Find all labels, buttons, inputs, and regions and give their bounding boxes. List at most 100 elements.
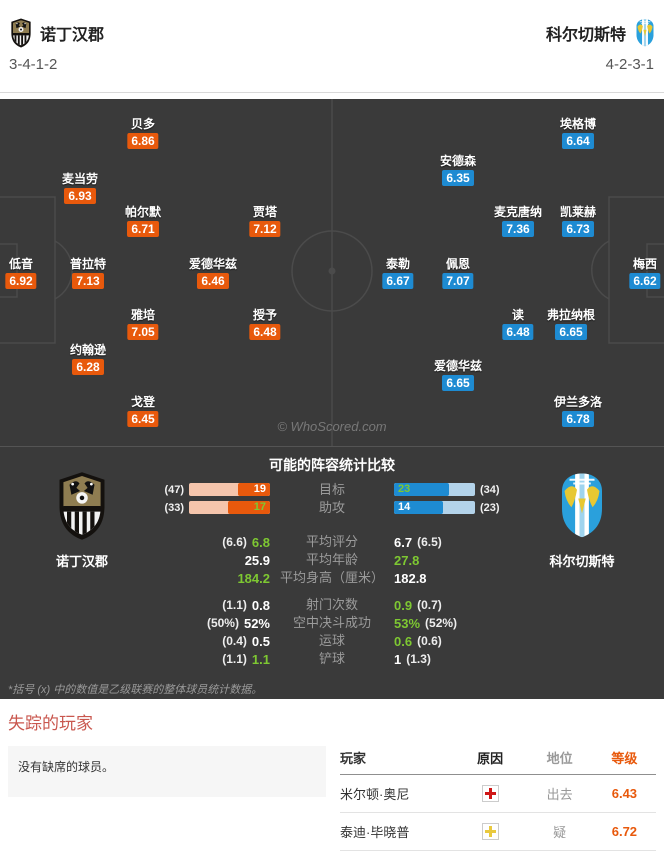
away-league-value: (23) (480, 501, 500, 514)
away-stat-cell: 0.6 (0.6) (394, 634, 664, 649)
home-stat-bar: 17 (189, 501, 270, 514)
player[interactable]: 约翰逊 6.28 (70, 343, 106, 376)
player-name: 爱德华兹 (188, 257, 238, 271)
home-league-value: (50%) (206, 616, 239, 630)
player[interactable]: 雅培 7.05 (127, 308, 159, 341)
stat-text-row: (50%) 52% 空中决斗成功 53% (52%) (0, 614, 664, 632)
home-stat-cell: (50%) 52% (0, 616, 270, 631)
player[interactable]: 爱德华兹 6.46 (189, 257, 237, 290)
player[interactable]: 佩恩 7.07 (442, 257, 474, 290)
stats-footnote: *括号 (x) 中的数值是乙级联赛的整体球员统计数据。 (8, 684, 263, 696)
player[interactable]: 弗拉纳根 6.65 (547, 308, 595, 341)
col-reason: 原因 (453, 746, 527, 775)
player-name: 帕尔默 (124, 205, 162, 219)
away-league-value: (6.5) (417, 535, 442, 549)
stats-home-team[interactable]: 诺丁汉郡 (22, 471, 142, 570)
player-name: 泰勒 (385, 257, 411, 271)
player-rating-badge: 6.48 (249, 324, 281, 340)
home-stat-value: 184.2 (237, 570, 270, 586)
home-league-value: (47) (164, 483, 184, 496)
player-name: 弗拉纳根 (546, 308, 596, 322)
away-stat-bar: 14 (394, 501, 475, 514)
player-rating-badge: 6.48 (502, 324, 534, 340)
away-stat-value: 6.7 (394, 534, 413, 550)
player-name: 低音 (8, 257, 34, 271)
player-name: 凯莱赫 (559, 205, 597, 219)
red-cross-icon (481, 785, 499, 803)
player-rating-badge: 6.71 (127, 221, 159, 237)
player[interactable]: 授予 6.48 (249, 308, 281, 341)
home-formation: 3-4-1-2 (9, 56, 58, 73)
away-stat-cell: 23 (34) (394, 483, 664, 496)
home-stat-value: 19 (253, 483, 266, 495)
player-name: 埃格博 (559, 117, 597, 131)
match-header: 诺丁汉郡 3-4-1-2 科尔切斯特 4-2-3-1 (0, 0, 664, 93)
home-team-header[interactable]: 诺丁汉郡 (10, 18, 104, 48)
player[interactable]: 贝多 6.86 (127, 117, 159, 150)
player-rating-badge: 7.13 (72, 273, 104, 289)
away-team-badge-icon (634, 18, 656, 48)
player[interactable]: 麦当劳 6.93 (62, 172, 98, 205)
missing-player-status: 出去 (526, 774, 593, 813)
player[interactable]: 安德森 6.35 (440, 154, 476, 187)
player[interactable]: 帕尔默 6.71 (125, 205, 161, 238)
player-name: 佩恩 (445, 257, 471, 271)
home-team-name[interactable]: 诺丁汉郡 (40, 27, 105, 44)
col-player: 玩家 (340, 746, 454, 775)
away-stat-value: 14 (398, 501, 411, 513)
missing-table-header-row: 玩家 原因 地位 等级 (340, 746, 656, 775)
away-stat-value: 182.8 (394, 570, 427, 586)
away-league-value: (34) (480, 483, 500, 496)
player[interactable]: 梅西 6.62 (629, 257, 661, 290)
player-name: 安德森 (439, 154, 477, 168)
stat-label: 空中决斗成功 (292, 615, 371, 630)
player-name: 爱德华兹 (433, 359, 483, 373)
player[interactable]: 普拉特 7.13 (70, 257, 106, 290)
away-stat-bar: 23 (394, 483, 475, 496)
home-stat-cell: (1.1) 0.8 (0, 598, 270, 613)
away-stat-value: 0.6 (394, 633, 413, 649)
player[interactable]: 伊兰多洛 6.78 (554, 395, 602, 428)
away-team-header[interactable]: 科尔切斯特 (546, 18, 656, 48)
player-name: 梅西 (632, 257, 658, 271)
away-stat-value: 53% (394, 615, 421, 631)
player-rating-badge: 6.28 (72, 359, 104, 375)
missing-players-body: 没有缺席的球员。 玩家 原因 地位 等级 米尔顿·奥尼 出去 6.43 泰迪·毕… (8, 746, 656, 851)
home-stat-bar: 19 (189, 483, 270, 496)
away-stat-cell: 6.7 (6.5) (394, 535, 664, 550)
player-name: 普拉特 (69, 257, 107, 271)
missing-player-rating: 6.72 (592, 812, 656, 851)
player[interactable]: 读 6.48 (502, 308, 534, 341)
whoscored-watermark: © WhoScored.com (277, 419, 387, 434)
player-rating-badge: 6.65 (442, 375, 474, 391)
away-stat-cell: 27.8 (394, 553, 664, 568)
player[interactable]: 埃格博 6.64 (560, 117, 596, 150)
away-team-name[interactable]: 科尔切斯特 (545, 27, 626, 44)
player-name: 雅培 (130, 308, 156, 322)
stat-label: 射门次数 (305, 597, 358, 612)
player[interactable]: 泰勒 6.67 (382, 257, 414, 290)
home-team-badge-icon (10, 18, 32, 48)
player-rating-badge: 6.93 (64, 188, 96, 204)
missing-player-name[interactable]: 泰迪·毕晓普 (340, 812, 454, 851)
player[interactable]: 低音 6.92 (5, 257, 37, 290)
home-stat-bar-fill (237, 483, 270, 496)
player[interactable]: 爱德华兹 6.65 (434, 359, 482, 392)
player[interactable]: 戈登 6.45 (127, 395, 159, 428)
away-stat-cell: 53% (52%) (394, 616, 664, 631)
stat-label: 目标 (318, 481, 345, 497)
player[interactable]: 贾塔 7.12 (249, 205, 281, 238)
missing-player-status: 疑 (526, 812, 593, 851)
away-stat-cell: 1 (1.3) (394, 652, 664, 667)
stats-away-team[interactable]: 科尔切斯特 (522, 471, 642, 570)
away-formation: 4-2-3-1 (605, 56, 654, 73)
player[interactable]: 凯莱赫 6.73 (560, 205, 596, 238)
stat-text-row: (6.6) 6.8 平均评分 6.7 (6.5) (0, 533, 664, 551)
player-rating-badge: 6.45 (127, 411, 159, 427)
stat-text-row: (1.1) 0.8 射门次数 0.9 (0.7) (0, 596, 664, 614)
player[interactable]: 麦克唐纳 7.36 (494, 205, 542, 238)
missing-player-name[interactable]: 米尔顿·奥尼 (340, 774, 454, 813)
away-league-value: (1.3) (406, 652, 431, 666)
player-rating-badge: 6.62 (629, 273, 661, 289)
player-name: 麦当劳 (61, 172, 99, 186)
